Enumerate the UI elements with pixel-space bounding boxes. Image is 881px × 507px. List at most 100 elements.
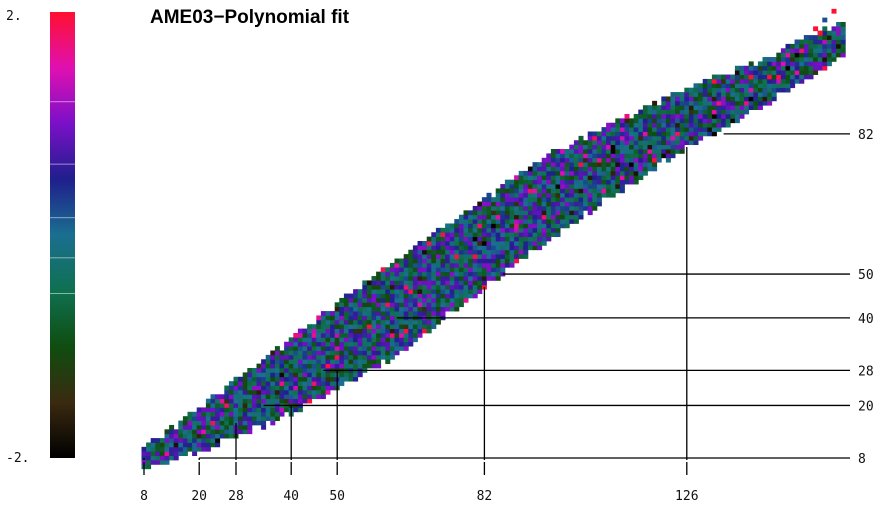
nuclide-cell <box>541 179 547 185</box>
nuclide-cell <box>449 223 455 229</box>
nuclide-cell <box>426 284 432 290</box>
nuclide-cell <box>739 109 745 115</box>
nuclide-cell <box>504 236 510 242</box>
nuclide-cell <box>408 254 414 259</box>
nuclide-cell <box>656 153 662 159</box>
nuclide-cell <box>261 368 267 373</box>
nuclide-cell <box>293 359 299 365</box>
nuclide-cell <box>422 293 428 299</box>
nuclide-cell <box>394 297 400 303</box>
nuclide-cell <box>394 328 400 334</box>
nuclide-cell <box>155 455 161 461</box>
nuclide-cell <box>698 131 704 137</box>
nuclide-cell <box>808 43 814 49</box>
nuclide-cell <box>730 100 736 106</box>
nuclide-cell <box>325 385 331 391</box>
nuclide-cell <box>785 57 791 62</box>
nuclide-cell <box>652 153 658 159</box>
nuclide-cell <box>670 153 676 159</box>
nuclide-cell <box>196 411 202 417</box>
nuclide-cell <box>472 289 478 294</box>
nuclide-cell <box>629 140 635 146</box>
nuclide-cell <box>569 184 575 189</box>
nuclide-cell <box>546 232 552 238</box>
nuclide-cell <box>509 214 515 220</box>
nuclide-cell <box>583 175 589 181</box>
nuclide-cell <box>606 153 612 159</box>
nuclide-cell <box>449 280 455 286</box>
nuclide-cell <box>555 149 561 154</box>
nuclide-cell <box>417 302 423 308</box>
nuclide-cell <box>445 306 451 312</box>
nuclide-cell <box>187 429 193 435</box>
nuclide-cell <box>670 140 676 146</box>
nuclide-cell <box>771 87 777 93</box>
nuclide-cell <box>785 87 791 93</box>
nuclide-cell <box>711 118 717 124</box>
nuclide-cell <box>693 113 699 119</box>
nuclide-cell <box>509 249 515 255</box>
nuclide-cell <box>399 337 405 343</box>
nuclide-cell <box>417 276 423 281</box>
nuclide-cell <box>753 83 759 89</box>
nuclide-cell <box>408 302 414 308</box>
nuclide-cell <box>785 83 791 89</box>
nuclide-cell <box>279 394 285 400</box>
colorbar-gradient <box>50 12 75 458</box>
nuclide-cell <box>647 109 653 115</box>
nuclide-cell <box>348 328 354 334</box>
nuclide-cell <box>389 328 395 334</box>
nuclide-cell <box>320 372 326 378</box>
nuclide-cell <box>380 341 386 347</box>
nuclide-cell <box>679 131 685 137</box>
nuclide-cell <box>385 267 391 273</box>
nuclide-cell <box>353 297 359 303</box>
nuclide-cell <box>537 162 543 167</box>
nuclide-cell <box>638 170 644 176</box>
nuclide-cell <box>711 113 717 119</box>
nuclide-cell <box>196 416 202 421</box>
nuclide-cell <box>495 254 501 259</box>
nuclide-cell <box>325 381 331 386</box>
nuclide-cell <box>642 118 648 124</box>
nuclide-cell <box>610 149 616 154</box>
nuclide-cell <box>702 131 708 137</box>
nuclide-cell <box>445 284 451 290</box>
nuclide-cell <box>610 175 616 181</box>
nuclide-cell <box>362 354 368 360</box>
nuclide-cell <box>514 175 520 181</box>
nuclide-cell <box>721 113 727 119</box>
nuclide-cell <box>472 205 478 211</box>
nuclide-cell <box>491 236 497 242</box>
nuclide-cell <box>725 113 731 119</box>
nuclide-cell <box>325 341 331 347</box>
nuclide-cell <box>325 372 331 378</box>
nuclide-cell <box>537 166 543 172</box>
nuclide-cell <box>256 368 262 373</box>
nuclide-cell <box>670 92 676 97</box>
nuclide-cell <box>302 389 308 395</box>
nuclide-cell <box>486 205 492 211</box>
nuclide-cell <box>495 276 501 281</box>
nuclide-cell <box>330 341 336 347</box>
nuclide-cell <box>495 210 501 216</box>
nuclide-cell <box>316 315 322 321</box>
nuclide-cell <box>173 438 179 443</box>
nuclide-cell <box>270 381 276 386</box>
nuclide-cell <box>656 105 662 110</box>
nuclide-cell <box>555 223 561 229</box>
nuclide-cell <box>514 249 520 255</box>
nuclide-cell <box>541 201 547 207</box>
nuclide-cell <box>376 293 382 299</box>
nuclide-cell <box>560 153 566 159</box>
nuclide-cell <box>477 284 483 290</box>
nuclide-cell <box>711 100 717 106</box>
nuclide-cell <box>458 289 464 294</box>
nuclide-cell <box>601 135 607 141</box>
nuclide-cell <box>316 363 322 369</box>
nuclide-cell <box>546 201 552 207</box>
nuclide-cell <box>371 346 377 351</box>
nuclide-cell <box>831 57 837 62</box>
nuclide-cell <box>394 284 400 290</box>
nuclide-cell <box>670 149 676 154</box>
